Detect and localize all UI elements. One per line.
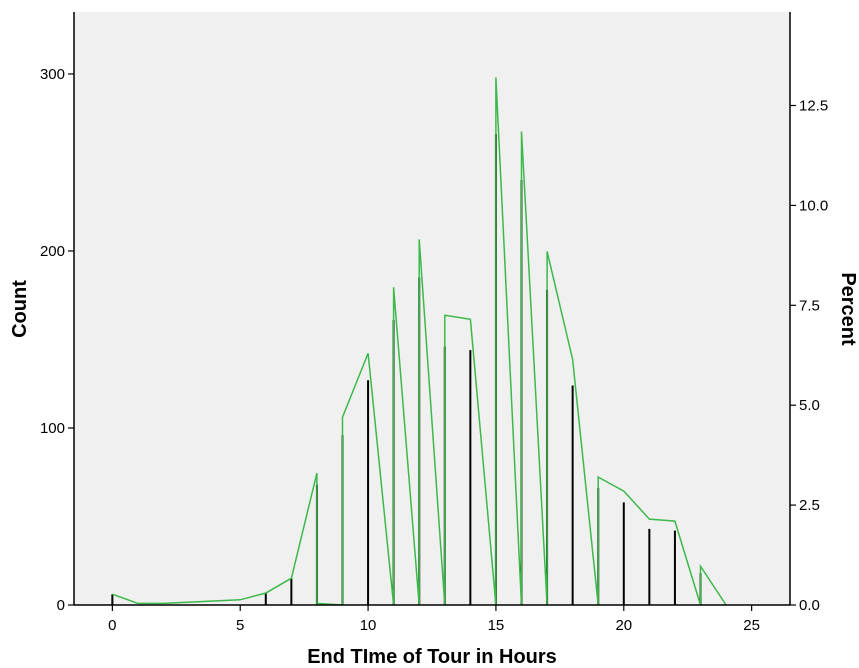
x-tick-label: 20	[615, 617, 632, 634]
x-ticks: 0 5 10 15 20 25	[108, 605, 760, 634]
y2-axis-title: Percent	[837, 272, 859, 346]
y2-tick-label: 5.0	[799, 397, 820, 414]
percent-line	[112, 77, 727, 606]
x-axis-title: End TIme of Tour in Hours	[307, 646, 557, 668]
x-tick-label: 0	[108, 617, 116, 634]
y2-tick-label: 7.5	[799, 297, 820, 314]
y2-tick-label: 2.5	[799, 497, 820, 514]
x-tick-label: 25	[743, 617, 760, 634]
y-axis-title: Count	[9, 280, 31, 338]
x-tick-label: 15	[488, 617, 505, 634]
y2-tick-label: 0.0	[799, 597, 820, 614]
y-tick-label: 100	[40, 420, 65, 437]
percent-line-layer	[112, 77, 727, 606]
y-ticks-left: 0 100 200 300	[40, 66, 74, 614]
y2-tick-label: 10.0	[799, 197, 828, 214]
y-tick-label: 0	[57, 597, 65, 614]
x-tick-label: 5	[236, 617, 244, 634]
x-tick-label: 10	[360, 617, 377, 634]
plot-background	[74, 12, 790, 605]
y-tick-label: 200	[40, 243, 65, 260]
y2-tick-label: 12.5	[799, 98, 828, 115]
y-ticks-right: 0.0 2.5 5.0 7.5 10.0 12.5	[790, 98, 828, 614]
y-tick-label: 300	[40, 66, 65, 83]
